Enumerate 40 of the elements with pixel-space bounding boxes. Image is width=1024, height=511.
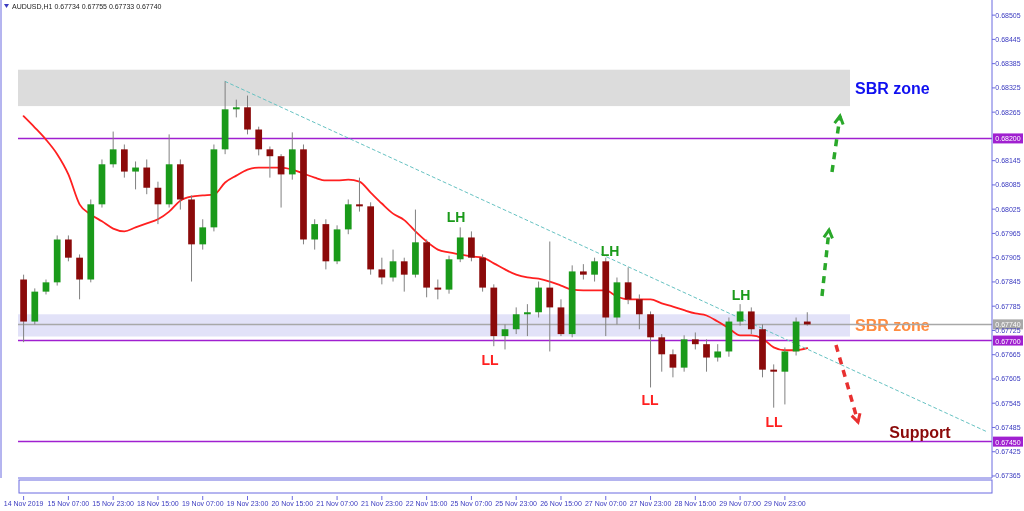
candlestick (591, 257, 598, 283)
candlestick (703, 338, 710, 373)
candlestick (501, 323, 509, 350)
annotation: LH (600, 243, 620, 259)
candlestick (624, 266, 632, 305)
band-label: SBR zone (855, 79, 930, 97)
candlestick (132, 160, 139, 190)
candlestick (255, 126, 263, 156)
candlestick (65, 234, 72, 262)
candlestick (635, 293, 643, 330)
annotation: Support (889, 424, 952, 441)
candlestick (76, 253, 83, 300)
candlestick (512, 306, 520, 335)
candlestick (400, 257, 408, 293)
candlestick (109, 131, 117, 169)
candlestick (143, 158, 151, 195)
candlestick (770, 363, 778, 409)
candlestick (468, 230, 475, 262)
annotation: LH (731, 287, 751, 303)
annotation: LH (446, 209, 466, 225)
candlestick (747, 306, 755, 335)
candlestick (647, 310, 654, 388)
candlestick (378, 257, 386, 285)
candlestick (199, 218, 207, 251)
candlestick (781, 346, 789, 405)
annotation: LL (641, 392, 659, 408)
candlestick (669, 348, 677, 378)
candlestick (434, 279, 442, 300)
annotation: LL (481, 352, 499, 368)
candlestick (121, 143, 128, 179)
candlestick (356, 177, 363, 213)
candlestick (524, 303, 531, 337)
candlestick (244, 95, 251, 135)
candlestick (546, 241, 554, 352)
candlestick (658, 333, 666, 373)
candlestick (266, 146, 274, 179)
candlestick (456, 226, 464, 263)
candlestick (736, 303, 744, 327)
candlestick (311, 218, 319, 251)
annotation: LL (765, 414, 783, 430)
